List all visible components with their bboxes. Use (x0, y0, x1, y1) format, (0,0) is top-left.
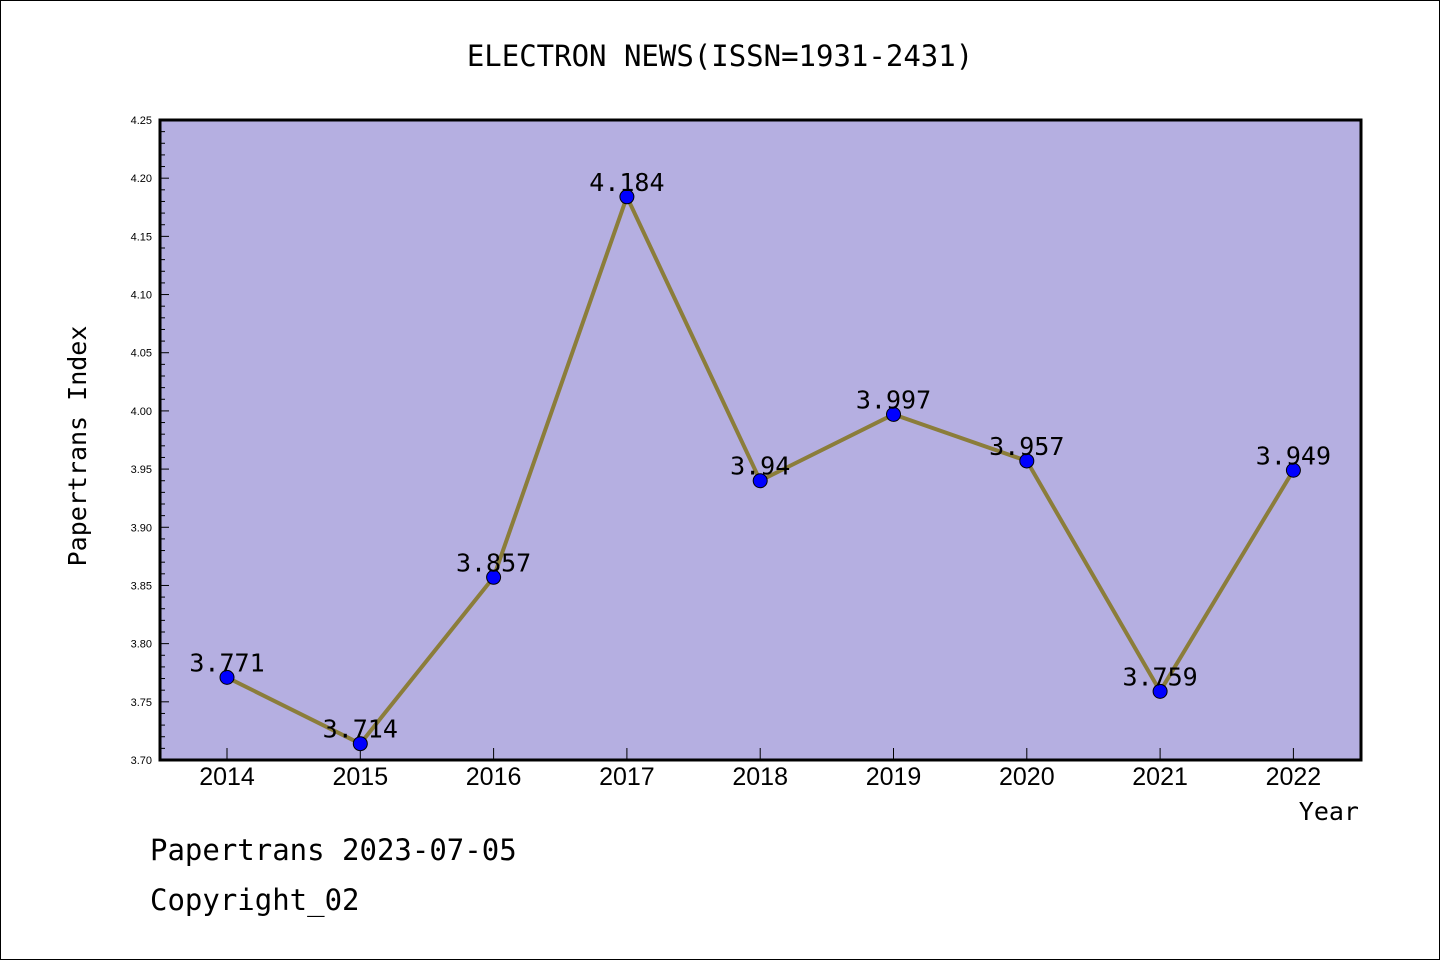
data-label: 4.184 (589, 168, 664, 197)
y-tick-label: 3.90 (131, 522, 152, 534)
data-label: 3.94 (730, 452, 790, 481)
plot-area (160, 120, 1361, 760)
chart-title: ELECTRON NEWS(ISSN=1931-2431) (467, 39, 973, 73)
x-tick-label: 2017 (599, 763, 655, 791)
y-tick-label: 4.00 (131, 406, 152, 418)
y-tick-label: 3.70 (131, 755, 152, 767)
data-point (1019, 453, 1035, 469)
data-label: 3.997 (856, 385, 931, 414)
y-tick-label: 4.15 (131, 231, 152, 243)
x-tick-label: 2015 (332, 763, 388, 791)
x-tick-label: 2014 (199, 763, 255, 791)
data-point (352, 736, 368, 752)
x-axis: 2014 2015 2016 2017 2018 2019 2020 2021 2022 (199, 748, 1321, 791)
x-tick-label: 2021 (1132, 763, 1188, 791)
data-point (1285, 462, 1301, 478)
data-point (619, 189, 635, 205)
y-tick-label: 3.80 (131, 639, 152, 651)
y-tick-label: 3.75 (131, 697, 152, 709)
data-point (486, 569, 502, 585)
data-label: 3.771 (189, 648, 264, 677)
x-tick-label: 2020 (999, 763, 1055, 791)
y-tick-label: 4.05 (131, 348, 152, 360)
data-markers (219, 189, 1301, 752)
y-tick-label: 4.25 (131, 115, 152, 127)
data-labels: 3.771 3.714 3.857 4.184 3.94 3.997 3.957 3.759 3… (189, 168, 1331, 744)
footer-copyright: Copyright_02 (150, 883, 360, 917)
data-label: 3.857 (456, 548, 531, 577)
x-tick-label: 2022 (1266, 763, 1322, 791)
y-tick-label: 4.20 (131, 173, 152, 185)
data-label: 3.759 (1122, 662, 1197, 691)
data-label: 3.714 (323, 715, 398, 744)
data-label: 3.957 (989, 432, 1064, 461)
data-point (886, 406, 901, 422)
y-tick-label: 4.10 (131, 290, 152, 302)
y-tick-label: 3.95 (131, 464, 152, 476)
plot-border (158, 118, 1363, 762)
data-point (1152, 683, 1168, 699)
x-tick-label: 2018 (732, 763, 788, 791)
y-tick-label: 3.85 (131, 580, 152, 592)
x-tick-label: 2016 (466, 763, 522, 791)
x-tick-label: 2019 (866, 763, 922, 791)
y-axis-label: Papertrans Index (63, 326, 92, 567)
data-label: 3.949 (1256, 441, 1331, 470)
data-point (752, 473, 768, 489)
footer-date: Papertrans 2023-07-05 (150, 833, 517, 867)
data-point (219, 669, 235, 685)
x-axis-label: Year (1299, 797, 1359, 826)
